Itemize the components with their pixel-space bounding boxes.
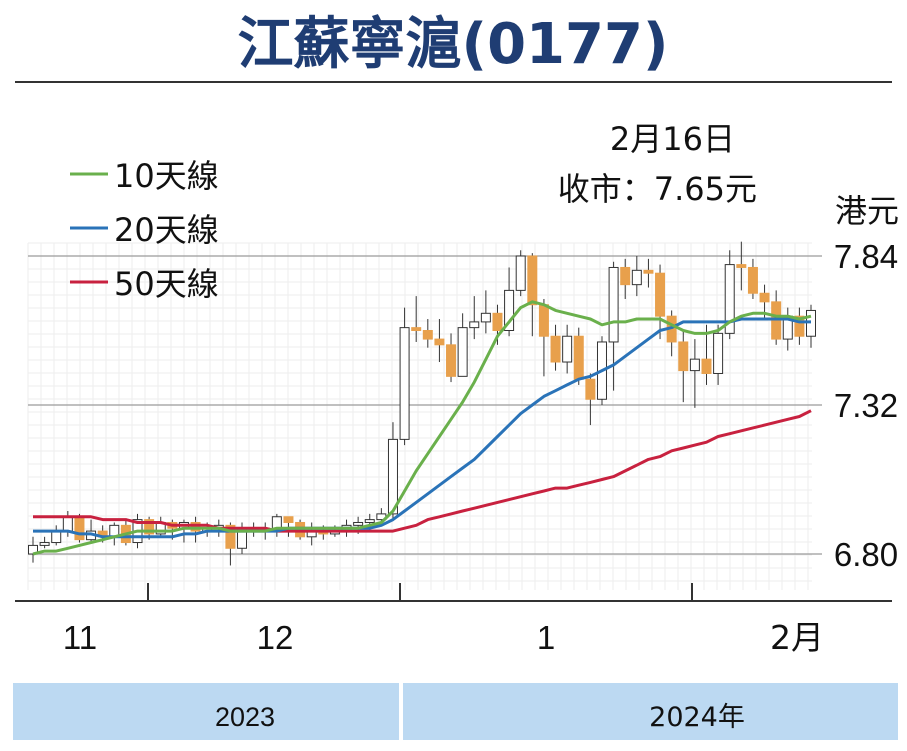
- candles: [28, 241, 816, 566]
- candle-up: [457, 327, 468, 377]
- chart-title: 江蘇寧滬(0177): [237, 12, 668, 77]
- candle-down: [701, 358, 712, 374]
- legend-label-ma50: 50天線: [114, 265, 219, 303]
- candle-down: [422, 330, 433, 340]
- y-tick-label: 7.84: [834, 238, 898, 275]
- candle-up: [689, 358, 700, 372]
- candle-up: [562, 335, 573, 363]
- legend-label-ma10: 10天線: [114, 157, 219, 195]
- candle-down: [492, 312, 503, 331]
- candle-up: [480, 312, 491, 323]
- candle-up: [631, 269, 642, 286]
- candle-down: [74, 516, 85, 541]
- candle-down: [585, 378, 596, 400]
- date-annotation: 2月16日: [610, 120, 735, 158]
- tick-lines: [28, 255, 822, 555]
- year-band-2024: [403, 683, 898, 740]
- ma20-line: [33, 317, 811, 539]
- moving-average-lines: [32, 300, 812, 556]
- candle-down: [678, 341, 689, 372]
- candle-up: [353, 521, 364, 526]
- candle-up: [387, 438, 398, 515]
- candle-down: [655, 272, 666, 317]
- candle-down: [527, 255, 538, 306]
- candle-up: [364, 519, 375, 523]
- x-tick-label: 11: [63, 619, 97, 656]
- candle-down: [411, 327, 422, 331]
- candle-down: [144, 519, 155, 535]
- year-label: 2023: [215, 702, 275, 732]
- candle-down: [434, 338, 445, 346]
- legend: 10天線 20天線 50天線: [70, 157, 219, 303]
- candle-down: [759, 292, 770, 303]
- y-tick-label: 7.32: [834, 387, 898, 424]
- close-annotation: 收市：7.65元: [558, 170, 757, 208]
- candle-down: [446, 344, 457, 377]
- candle-up: [713, 332, 724, 374]
- candle-down: [794, 315, 805, 337]
- candle-down: [736, 264, 747, 268]
- candle-up: [51, 530, 62, 544]
- year-label: 2024年: [649, 702, 745, 733]
- candle-down: [225, 524, 236, 549]
- y-tick-label: 6.80: [834, 536, 898, 573]
- candle-up: [608, 266, 619, 343]
- legend-label-ma20: 20天線: [114, 211, 219, 249]
- candle-up: [515, 255, 526, 291]
- candle-up: [39, 542, 50, 546]
- candle-up: [469, 321, 480, 329]
- candle-up: [724, 264, 735, 334]
- y-tick-labels: 7.84 7.32 6.80: [834, 238, 898, 573]
- candle-down: [538, 304, 549, 337]
- x-axis: 11 12 1 2月: [15, 583, 892, 657]
- ma10-line: [32, 300, 812, 556]
- candle-down: [283, 516, 294, 523]
- x-tick-label: 2月: [770, 618, 824, 657]
- candle-up: [399, 327, 410, 440]
- candle-down: [550, 335, 561, 363]
- ma50-line: [33, 409, 812, 533]
- candle-down: [643, 269, 654, 274]
- candle-up: [62, 516, 73, 532]
- candle-down: [573, 335, 584, 380]
- year-band-2023: [13, 683, 399, 740]
- year-band: 2023 2024年: [13, 683, 898, 740]
- x-tick-label: 12: [257, 619, 294, 656]
- x-tick-label: 1: [537, 619, 555, 656]
- candle-down: [747, 266, 758, 294]
- candle-up: [504, 289, 515, 331]
- y-axis-unit: 港元: [835, 192, 899, 230]
- candle-down: [620, 266, 631, 286]
